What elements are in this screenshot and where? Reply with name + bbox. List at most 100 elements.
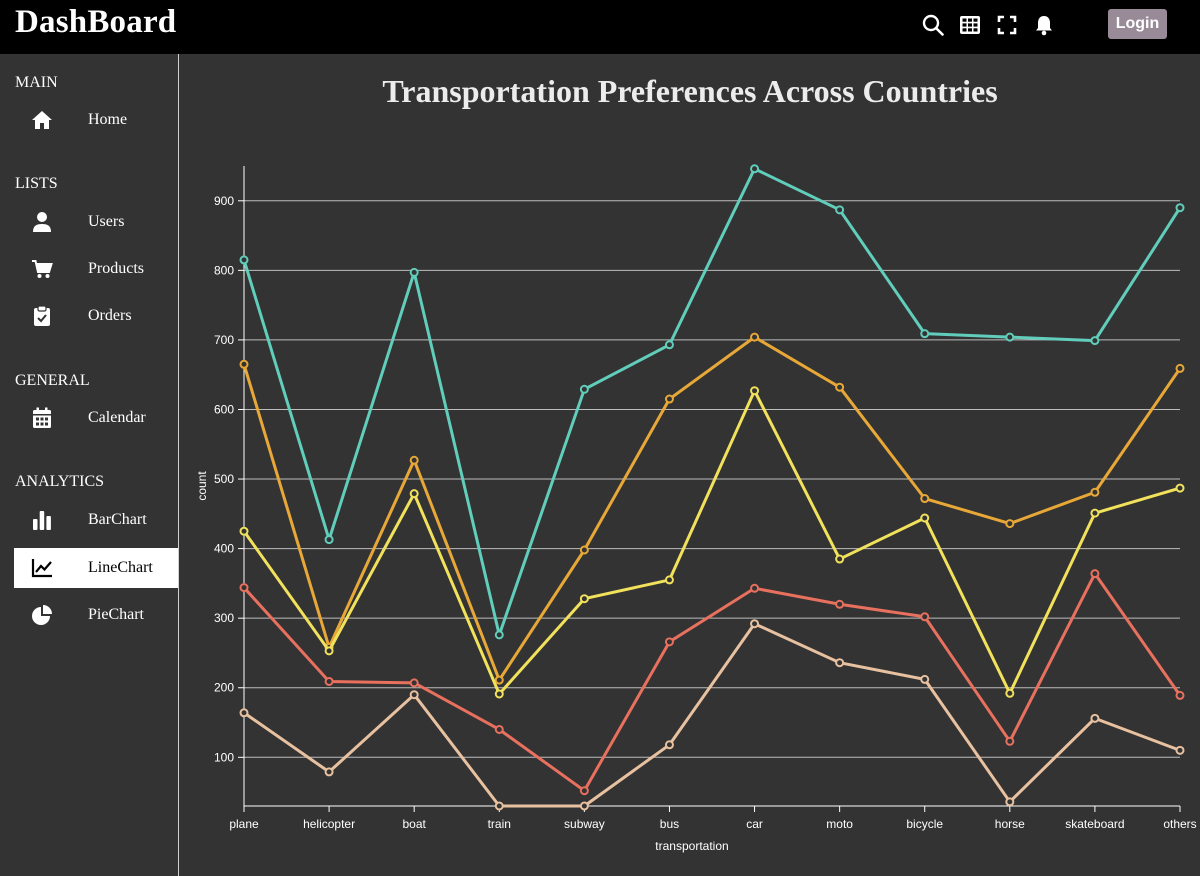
data-point	[1005, 736, 1015, 746]
data-point	[750, 619, 760, 629]
top-bar: DashBoard Login	[0, 0, 1200, 54]
data-point	[1090, 569, 1100, 579]
series-line-2	[242, 335, 1182, 682]
data-point	[664, 637, 674, 647]
data-point	[664, 575, 674, 585]
data-point	[324, 535, 334, 545]
x-tick-label: plane	[229, 817, 259, 831]
data-point	[920, 674, 930, 684]
sidebar-item-orders[interactable]: Orders	[14, 296, 178, 336]
data-point	[409, 267, 419, 277]
brand-logo: DashBoard	[15, 4, 177, 40]
data-point	[239, 526, 249, 536]
x-tick-label: bicycle	[906, 817, 943, 831]
data-point	[835, 205, 845, 215]
data-point	[835, 382, 845, 392]
x-tick-label: boat	[403, 817, 427, 831]
sidebar-section-lists: LISTS	[15, 175, 58, 192]
data-point	[664, 340, 674, 350]
x-tick-label: train	[488, 817, 511, 831]
y-tick-label: 500	[214, 472, 234, 486]
y-tick-label: 600	[214, 402, 234, 416]
line-chart-icon	[31, 559, 52, 578]
sidebar-item-home[interactable]: Home	[14, 100, 178, 140]
top-icon-group	[920, 12, 1068, 38]
data-point	[1175, 203, 1185, 213]
sidebar-item-barchart[interactable]: BarChart	[14, 500, 178, 540]
sidebar-item-label: Users	[88, 213, 125, 230]
sidebar-item-label: LineChart	[88, 559, 153, 576]
bell-icon[interactable]	[1031, 12, 1057, 38]
data-point	[494, 675, 504, 685]
grid-icon[interactable]	[957, 12, 983, 38]
sidebar-item-label: PieChart	[88, 606, 144, 623]
data-point	[409, 678, 419, 688]
y-tick-label: 800	[214, 263, 234, 277]
data-point	[1090, 336, 1100, 346]
series-line-3	[242, 389, 1181, 696]
data-point	[579, 801, 589, 811]
data-point	[239, 255, 249, 265]
data-point	[239, 583, 249, 593]
y-tick-label: 700	[214, 333, 234, 347]
data-point	[1005, 332, 1015, 342]
x-tick-label: bus	[660, 817, 679, 831]
data-point	[494, 689, 504, 699]
data-point	[750, 386, 760, 396]
fullscreen-icon[interactable]	[994, 12, 1020, 38]
y-tick-label: 200	[214, 681, 234, 695]
data-point	[494, 801, 504, 811]
data-point	[835, 554, 845, 564]
data-point	[920, 494, 930, 504]
data-point	[579, 545, 589, 555]
x-tick-label: horse	[995, 817, 1025, 831]
data-point	[324, 767, 334, 777]
user-icon	[33, 212, 51, 232]
sidebar-item-products[interactable]: Products	[14, 249, 178, 289]
data-point	[494, 630, 504, 640]
data-point	[1090, 713, 1100, 723]
x-tick-label: others	[1163, 817, 1196, 831]
data-point	[835, 658, 845, 668]
data-point	[1005, 519, 1015, 529]
y-tick-label: 400	[214, 542, 234, 556]
data-point	[409, 455, 419, 465]
data-point	[835, 599, 845, 609]
login-button[interactable]: Login	[1108, 9, 1167, 39]
clipboard-icon	[34, 305, 50, 326]
data-point	[239, 359, 249, 369]
cart-icon	[32, 260, 53, 278]
data-point	[1090, 508, 1100, 518]
sidebar-section-analytics: ANALYTICS	[15, 473, 105, 490]
data-point	[1175, 483, 1185, 493]
data-point	[1005, 688, 1015, 698]
data-point	[324, 676, 334, 686]
sidebar: MAIN Home LISTS Users Products Orders GE…	[0, 54, 179, 876]
x-tick-label: subway	[564, 817, 605, 831]
data-point	[664, 394, 674, 404]
data-point	[494, 724, 504, 734]
search-icon[interactable]	[920, 12, 946, 38]
data-point	[239, 708, 249, 718]
data-point	[920, 329, 930, 339]
sidebar-item-users[interactable]: Users	[14, 202, 178, 242]
data-point	[1090, 487, 1100, 497]
chart-title: Transportation Preferences Across Countr…	[382, 73, 998, 109]
data-point	[1005, 797, 1015, 807]
data-point	[409, 690, 419, 700]
sidebar-item-label: Calendar	[88, 409, 146, 426]
bar-chart-icon	[33, 511, 51, 530]
data-point	[579, 786, 589, 796]
sidebar-item-linechart[interactable]: LineChart	[14, 548, 178, 588]
y-tick-label: 100	[214, 750, 234, 764]
sidebar-item-calendar[interactable]: Calendar	[14, 398, 178, 438]
sidebar-item-piechart[interactable]: PieChart	[14, 595, 178, 635]
calendar-icon	[33, 407, 51, 428]
x-axis-label: transportation	[655, 839, 728, 853]
sidebar-item-label: BarChart	[88, 511, 147, 528]
data-point	[579, 384, 589, 394]
x-tick-label: helicopter	[303, 817, 355, 831]
sidebar-item-label: Products	[88, 260, 144, 277]
sidebar-item-label: Orders	[88, 307, 132, 324]
x-tick-label: car	[746, 817, 763, 831]
